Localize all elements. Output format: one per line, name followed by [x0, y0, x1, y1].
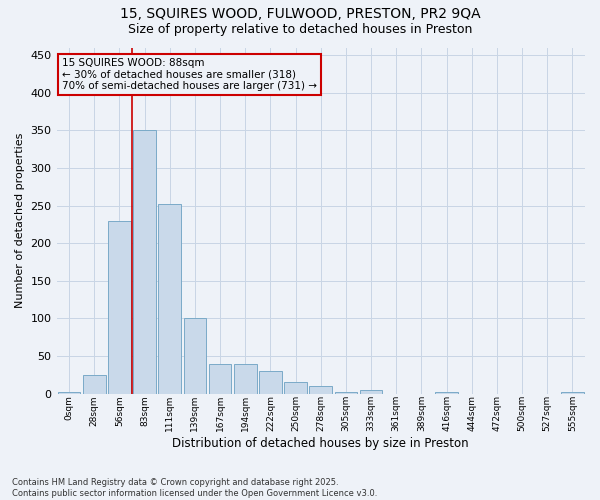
- Bar: [234, 364, 257, 394]
- Text: Contains HM Land Registry data © Crown copyright and database right 2025.
Contai: Contains HM Land Registry data © Crown c…: [12, 478, 377, 498]
- Bar: [335, 392, 357, 394]
- Bar: [158, 204, 181, 394]
- Text: Size of property relative to detached houses in Preston: Size of property relative to detached ho…: [128, 22, 472, 36]
- Text: 15, SQUIRES WOOD, FULWOOD, PRESTON, PR2 9QA: 15, SQUIRES WOOD, FULWOOD, PRESTON, PR2 …: [119, 8, 481, 22]
- Bar: [561, 392, 584, 394]
- Bar: [310, 386, 332, 394]
- Bar: [184, 318, 206, 394]
- Bar: [209, 364, 232, 394]
- Text: 15 SQUIRES WOOD: 88sqm
← 30% of detached houses are smaller (318)
70% of semi-de: 15 SQUIRES WOOD: 88sqm ← 30% of detached…: [62, 58, 317, 91]
- Bar: [108, 220, 131, 394]
- Bar: [83, 375, 106, 394]
- Bar: [58, 392, 80, 394]
- Bar: [259, 371, 282, 394]
- Bar: [133, 130, 156, 394]
- Bar: [284, 382, 307, 394]
- X-axis label: Distribution of detached houses by size in Preston: Distribution of detached houses by size …: [172, 437, 469, 450]
- Y-axis label: Number of detached properties: Number of detached properties: [15, 133, 25, 308]
- Bar: [435, 392, 458, 394]
- Bar: [360, 390, 382, 394]
